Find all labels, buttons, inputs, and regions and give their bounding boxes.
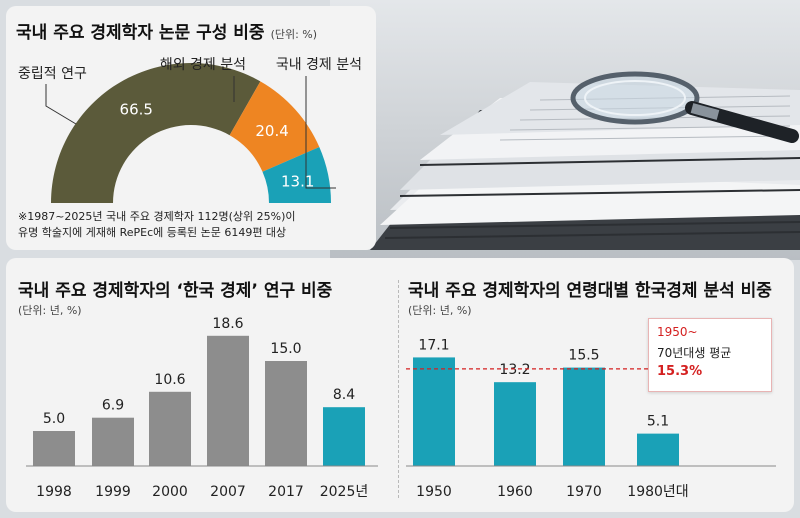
donut-slice-1 xyxy=(51,62,261,204)
panel-divider xyxy=(398,280,399,498)
donut-leader-1 xyxy=(45,84,77,125)
composition-title: 국내 주요 경제학자 논문 구성 비중 (단위: %) xyxy=(16,23,318,43)
bar1-category-2: 1999 xyxy=(95,484,131,500)
research-share-title: 국내 주요 경제학자의 ‘한국 경제’ 연구 비중 xyxy=(18,281,333,301)
donut-leader-3 xyxy=(305,76,336,189)
bar2-1960 xyxy=(494,382,536,466)
composition-panel: 국내 주요 경제학자 논문 구성 비중 (단위: %) 66.5 20.4 13.1 중… xyxy=(6,6,376,250)
bar1-category-4: 2007 xyxy=(210,484,246,500)
composition-note: ※1987~2025년 국내 주요 경제학자 112명(상위 25%)이 유명 … xyxy=(18,209,296,241)
bar2-value-1: 17.1 xyxy=(418,337,449,353)
bar1-2025년 xyxy=(323,407,365,466)
bar1-1998 xyxy=(33,431,75,466)
note-line-1: ※1987~2025년 국내 주요 경제학자 112명(상위 25%)이 xyxy=(18,210,296,223)
bar1-category-1: 1998 xyxy=(36,484,72,500)
donut-value-1: 66.5 xyxy=(120,101,153,119)
age-group-unit: (단위: 년, %) xyxy=(408,304,472,317)
bar2-value-3: 15.5 xyxy=(568,348,599,364)
bar2-1970 xyxy=(563,367,605,466)
callout-line-1: 1950~ xyxy=(657,325,698,339)
donut-slice-2 xyxy=(229,81,320,172)
bar2-category-1: 1950 xyxy=(416,484,452,500)
bar2-1980년대 xyxy=(637,433,679,466)
bar1-value-3: 10.6 xyxy=(154,372,185,388)
bar1-1999 xyxy=(92,417,134,466)
bar2-1950 xyxy=(413,357,455,466)
papers-magnifier-illustration xyxy=(330,0,800,260)
bar1-value-2: 6.9 xyxy=(102,398,124,414)
composition-unit: (단위: %) xyxy=(270,28,318,41)
bar1-category-3: 2000 xyxy=(152,484,188,500)
bar2-value-4: 5.1 xyxy=(647,414,669,430)
age-group-title: 국내 주요 경제학자의 연령대별 한국경제 분석 비중 xyxy=(408,281,772,301)
note-line-2: 유명 학술지에 게재해 RePEc에 등록된 논문 6149편 대상 xyxy=(18,226,287,239)
bar1-value-6: 8.4 xyxy=(333,387,355,403)
bar2-category-4: 1980년대 xyxy=(627,484,688,500)
bar1-value-4: 18.6 xyxy=(212,316,243,332)
bar-charts: 5.0 1998 6.9 1999 10.6 2000 18.6 2007 15.0 2017 8.… xyxy=(26,316,776,500)
donut-label-1: 중립적 연구 xyxy=(18,66,87,82)
bar2-category-3: 1970 xyxy=(566,484,602,500)
callout-value: 15.3% xyxy=(657,364,703,379)
paper-stack xyxy=(370,82,800,250)
average-callout: 1950~ 70년대생 평균 15.3% xyxy=(648,318,772,392)
donut-label-3: 국내 경제 분석 xyxy=(276,57,362,73)
callout-line-2: 70년대생 평균 xyxy=(657,346,732,360)
research-share-unit: (단위: 년, %) xyxy=(18,304,82,317)
bar1-category-5: 2017 xyxy=(268,484,304,500)
bar1-value-5: 15.0 xyxy=(270,341,301,357)
donut-slice-3 xyxy=(262,146,331,203)
donut-value-2: 20.4 xyxy=(255,122,288,140)
bar2-category-2: 1960 xyxy=(497,484,533,500)
bar1-2017 xyxy=(265,361,307,466)
magnifier-icon xyxy=(570,71,799,143)
bar1-category-6: 2025년 xyxy=(320,484,369,500)
bar1-value-1: 5.0 xyxy=(43,411,65,427)
bar1-2007 xyxy=(207,335,249,466)
donut-label-2: 해외 경제 분석 xyxy=(160,57,246,73)
bar2-value-2: 13.2 xyxy=(499,362,530,378)
bar1-2000 xyxy=(149,391,191,466)
